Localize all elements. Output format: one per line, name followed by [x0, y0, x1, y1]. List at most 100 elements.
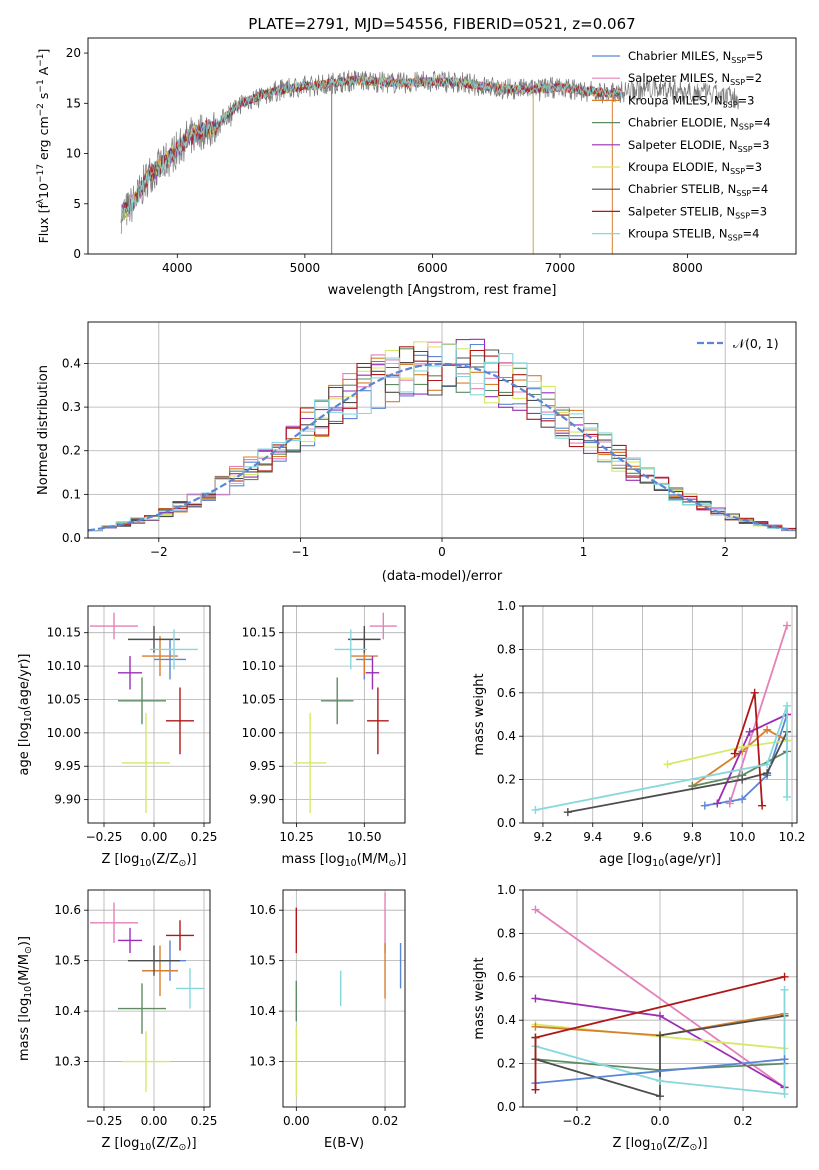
- label-part: )]: [697, 1136, 707, 1151]
- errorbar-point-2: [369, 612, 397, 640]
- errorbar-point-8: [367, 687, 389, 755]
- plus-marker: [763, 769, 772, 778]
- y-axis-label: age [log10(age/yr)]: [17, 654, 34, 776]
- errorbar-point-6: [122, 1031, 170, 1092]
- y-tick-label: 0.3: [62, 400, 81, 414]
- legend-value: =4: [743, 227, 760, 241]
- weight-series-1: [704, 714, 788, 807]
- x-tick-label: −0.25: [86, 1114, 123, 1128]
- plus-marker: [531, 805, 540, 814]
- plus-marker: [750, 688, 759, 697]
- plus-marker: [780, 1089, 789, 1098]
- y-axis-label: mass [log10(M/M⊙)]: [17, 936, 34, 1061]
- label-part: (Z/Z: [151, 1136, 178, 1151]
- label-part: )]: [186, 852, 196, 867]
- legend-text: Chabrier STELIB, N: [628, 182, 736, 196]
- errorbar-point-5: [365, 656, 380, 690]
- errorbar-point-3: [142, 945, 178, 996]
- panel-weight_vs_Z: −0.2 0.0 0.2 0.0 0.2 0.4 0.6 0.8 1.0 Z [log10(Z/Z…: [472, 883, 798, 1153]
- label-part: A: [36, 66, 51, 79]
- weight-series-8: [535, 1058, 785, 1084]
- y-tick-label: 10.4: [249, 1004, 276, 1018]
- axes-frame: [522, 605, 798, 824]
- axes-frame: [282, 605, 406, 824]
- x-axis-label: wavelength [Angstrom, rest frame]: [328, 283, 557, 298]
- plus-marker: [531, 1085, 540, 1094]
- x-tick-label: 0.00: [141, 1114, 168, 1128]
- legend-label: Kroupa ELODIE, NSSP=3: [628, 160, 762, 176]
- weight-series-7: [567, 731, 788, 813]
- axes-frame: [87, 321, 797, 539]
- plus-marker: [745, 727, 754, 736]
- legend-label: Chabrier MILES, NSSP=5: [628, 49, 763, 65]
- y-tick-label: 0.1: [62, 487, 81, 501]
- label-part: −1: [36, 54, 46, 67]
- plus-marker: [531, 1022, 540, 1031]
- y-tick-label: 10.15: [242, 626, 276, 640]
- axes-frame: [282, 889, 406, 1108]
- y-axis-label: mass weight: [472, 673, 487, 755]
- legend-subscript: SSP: [738, 145, 753, 154]
- y-tick-label: 0.2: [62, 444, 81, 458]
- x-axis-label: Z [log10(Z/Z⊙)]: [612, 1136, 707, 1153]
- plus-marker: [780, 972, 789, 981]
- y-tick-label: 9.95: [249, 759, 276, 773]
- plus-marker: [656, 1011, 664, 1020]
- label-part: age [log: [17, 722, 32, 775]
- y-tick-label: 10.10: [47, 659, 81, 673]
- normal-distribution-curve: [88, 362, 794, 532]
- y-tick-label: 10: [66, 147, 81, 161]
- plus-marker: [656, 1092, 664, 1101]
- y-tick-label: 0.4: [497, 1013, 516, 1027]
- y-tick-label: 10.5: [249, 954, 276, 968]
- x-tick-label: 0: [438, 545, 446, 559]
- plus-marker: [738, 795, 747, 804]
- legend-value: =5: [746, 49, 763, 63]
- plus-marker: [531, 905, 540, 914]
- errorbar-point-9: [334, 629, 368, 670]
- plus-marker: [763, 725, 772, 734]
- legend-label: Salpeter MILES, NSSP=2: [628, 71, 762, 87]
- axes-frame: [87, 605, 211, 824]
- model-line-7: [120, 75, 622, 223]
- panel-spectrum: 4000 5000 6000 7000 8000 0 5 10 15 20 Chabrier MIL…: [36, 37, 797, 298]
- x-tick-label: 0.0: [650, 1114, 669, 1128]
- x-tick-label: 0.02: [372, 1114, 399, 1128]
- plus-marker: [531, 994, 540, 1003]
- panel-weight_vs_age: 9.2 9.4 9.6 9.8 10.0 10.2 0.0 0.2 0.4 0.6 0.8 1.0 ag…: [472, 599, 805, 869]
- x-axis-label: E(B-V): [324, 1136, 364, 1151]
- errorbar-point-7: [128, 945, 180, 976]
- x-tick-label: −1: [292, 545, 310, 559]
- label-part: 10: [23, 710, 34, 722]
- plus-marker: [738, 775, 747, 784]
- legend-subscript: SSP: [736, 189, 751, 198]
- y-tick-label: 1.0: [497, 599, 516, 613]
- weight-series-8: [733, 692, 763, 806]
- x-tick-label: 10.50: [347, 830, 381, 844]
- axes-frame: [87, 889, 211, 1108]
- x-tick-label: −0.25: [86, 830, 123, 844]
- label-part: 10: [139, 1142, 151, 1153]
- x-axis-label: age [log10(age/yr)]: [599, 852, 721, 869]
- label-part: Flux [f: [36, 204, 51, 244]
- y-tick-label: 0.4: [497, 729, 516, 743]
- label-part: (age/yr)]: [664, 852, 721, 867]
- weight-series-7: [535, 989, 786, 1095]
- errorbar-point-4: [320, 677, 354, 725]
- errorbar-point-8: [166, 920, 194, 951]
- legend-subscript: SSP: [730, 167, 745, 176]
- label-part: (M/M: [17, 954, 32, 986]
- errorbar-point-5: [118, 656, 142, 690]
- x-tick-label: 4000: [162, 261, 193, 275]
- label-part: 10: [23, 986, 34, 998]
- legend-subscript: SSP: [731, 56, 746, 65]
- y-tick-label: 10.3: [54, 1055, 81, 1069]
- x-tick-label: 2: [721, 545, 729, 559]
- y-tick-label: 0.8: [497, 926, 516, 940]
- y-tick-label: 10.05: [242, 692, 276, 706]
- y-tick-label: 10.3: [249, 1055, 276, 1069]
- label-part: 10: [650, 1142, 662, 1153]
- legend-text: Salpeter ELODIE, N: [628, 138, 738, 152]
